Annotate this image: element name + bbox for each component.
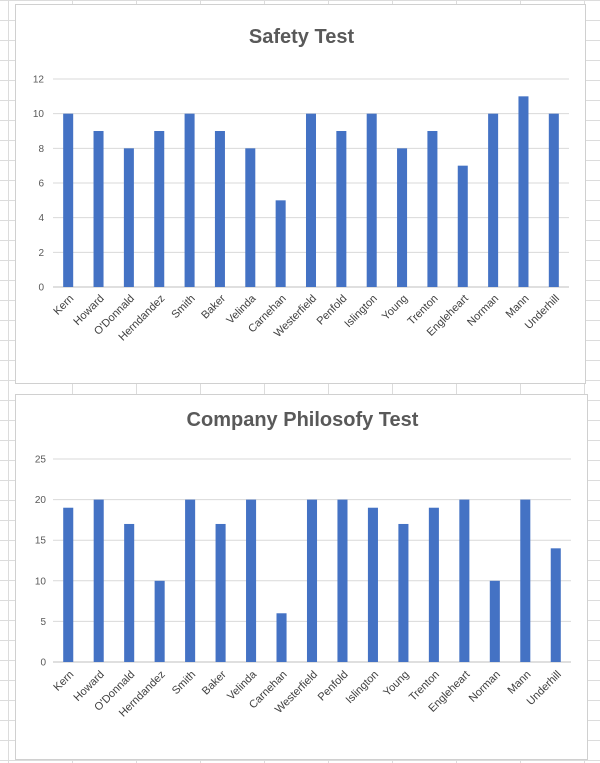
y-tick-label: 12: [33, 75, 45, 86]
bar[interactable]: [367, 507, 378, 662]
x-category-label: Kern: [51, 293, 76, 318]
y-tick-label: 25: [35, 455, 47, 466]
x-category-label: Mann: [504, 293, 532, 321]
bar[interactable]: [336, 131, 347, 287]
bar[interactable]: [185, 499, 196, 662]
x-category-label: Smith: [169, 293, 197, 321]
bar[interactable]: [154, 131, 165, 287]
chart-title: Company Philosofy Test: [187, 409, 419, 431]
bar[interactable]: [305, 113, 317, 288]
y-tick-label: 15: [35, 536, 47, 547]
y-tick-label: 2: [38, 248, 44, 259]
bar[interactable]: [459, 499, 470, 662]
bar[interactable]: [488, 113, 499, 288]
x-category-label: Mann: [505, 669, 533, 697]
bar[interactable]: [428, 507, 439, 662]
bar[interactable]: [548, 113, 559, 288]
x-category-label: Smith: [170, 669, 198, 697]
bar[interactable]: [124, 523, 135, 662]
bar[interactable]: [275, 200, 286, 287]
x-category-label: Baker: [200, 668, 229, 697]
safety-test-plot: Safety Test024681012KernHowardO'DonnaldH…: [33, 26, 569, 344]
y-tick-label: 10: [35, 576, 47, 587]
y-tick-label: 8: [38, 144, 44, 155]
x-category-label: Kern: [51, 669, 76, 694]
bar[interactable]: [246, 499, 257, 662]
bar[interactable]: [214, 131, 225, 287]
bar[interactable]: [398, 523, 409, 662]
y-tick-label: 0: [40, 658, 46, 669]
bar[interactable]: [489, 580, 500, 662]
y-tick-label: 6: [38, 179, 44, 190]
bar[interactable]: [550, 548, 561, 662]
bar[interactable]: [366, 113, 377, 288]
bar[interactable]: [337, 499, 348, 662]
bar[interactable]: [245, 148, 256, 287]
y-tick-label: 5: [40, 617, 46, 628]
bar[interactable]: [93, 499, 104, 662]
company-philosofy-test-plot: Company Philosofy Test0510152025KernHowa…: [35, 409, 571, 720]
bar[interactable]: [397, 148, 408, 287]
bar[interactable]: [520, 499, 531, 662]
y-tick-label: 4: [38, 213, 44, 224]
chart-title: Safety Test: [249, 26, 355, 48]
x-category-label: Baker: [199, 292, 228, 321]
bar[interactable]: [427, 131, 438, 287]
safety-test-chart[interactable]: Safety Test 0 2 4 6 8 10 12 Kern Howard O'Donnald H…: [15, 4, 586, 384]
bar[interactable]: [63, 113, 74, 288]
bar[interactable]: [457, 165, 468, 287]
bar[interactable]: [276, 613, 287, 662]
bar[interactable]: [63, 507, 74, 662]
bar[interactable]: [93, 131, 104, 287]
y-tick-label: 20: [35, 495, 47, 506]
bar[interactable]: [518, 96, 529, 287]
x-category-label: Norman: [465, 293, 501, 329]
bar[interactable]: [123, 148, 134, 287]
x-category-label: Islington: [344, 669, 381, 706]
x-category-label: Norman: [467, 669, 503, 705]
x-category-label: Islington: [342, 293, 379, 330]
y-tick-label: 0: [38, 283, 44, 294]
bar[interactable]: [215, 523, 226, 662]
bar[interactable]: [306, 499, 318, 662]
company-philosofy-test-chart[interactable]: Company Philosofy Test 0 5 10 15 20 25 Kern Howa…: [15, 394, 588, 760]
bar[interactable]: [154, 580, 165, 662]
y-tick-label: 10: [33, 109, 45, 120]
bar[interactable]: [184, 113, 195, 288]
